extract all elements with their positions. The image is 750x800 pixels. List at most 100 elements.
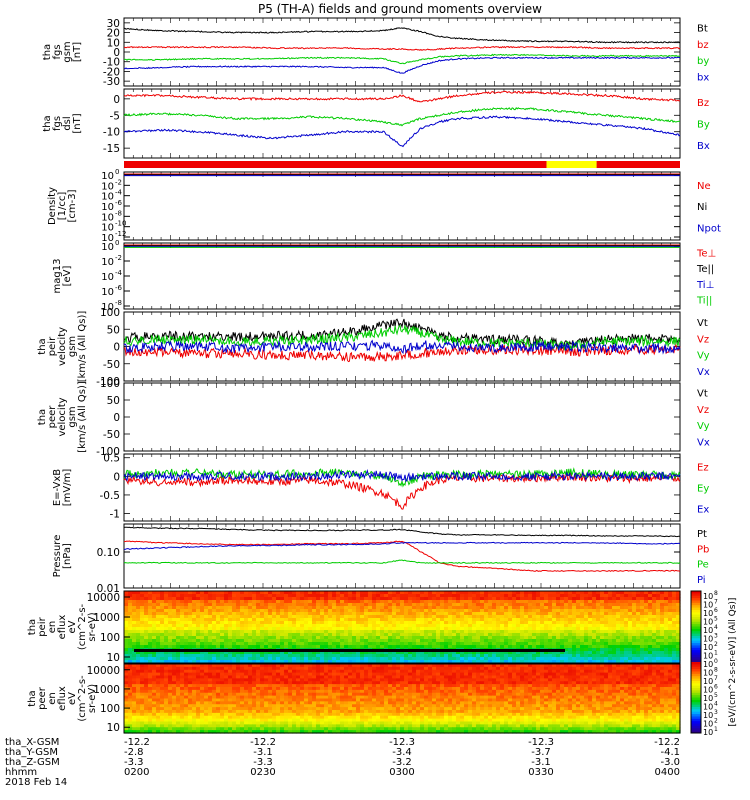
- heatmap-cell: [144, 609, 149, 613]
- heatmap-cell: [392, 609, 397, 613]
- heatmap-cell: [368, 657, 373, 661]
- heatmap-cell: [596, 621, 601, 625]
- heatmap-cell: [520, 621, 525, 625]
- heatmap-cell: [192, 633, 197, 637]
- heatmap-cell: [140, 654, 145, 658]
- heatmap-cell: [528, 630, 533, 634]
- heatmap-cell: [540, 594, 545, 598]
- heatmap-cell: [580, 657, 585, 661]
- heatmap-cell: [256, 654, 261, 658]
- heatmap-cell: [584, 612, 589, 616]
- heatmap-cell: [368, 609, 373, 613]
- heatmap-cell: [560, 624, 565, 628]
- heatmap-cell: [536, 627, 541, 631]
- heatmap-cell: [280, 591, 285, 595]
- heatmap-cell: [232, 645, 237, 649]
- heatmap-cell: [436, 594, 441, 598]
- heatmap-cell: [428, 615, 433, 619]
- heatmap-cell: [504, 636, 509, 640]
- heatmap-cell: [440, 618, 445, 622]
- heatmap-cell: [636, 603, 641, 607]
- heatmap-cell: [192, 615, 197, 619]
- heatmap-cell: [548, 633, 553, 637]
- heatmap-cell: [456, 633, 461, 637]
- heatmap-cell: [644, 660, 649, 664]
- heatmap-cell: [440, 609, 445, 613]
- heatmap-cell: [664, 624, 669, 628]
- heatmap-cell: [652, 642, 657, 646]
- y-tick-label-4: 50: [107, 324, 120, 336]
- heatmap-cell: [380, 615, 385, 619]
- heatmap-cell: [196, 600, 201, 604]
- heatmap-cell: [572, 660, 577, 664]
- heatmap-cell: [188, 633, 193, 637]
- heatmap-cell: [388, 657, 393, 661]
- heatmap-cell: [236, 633, 241, 637]
- heatmap-cell: [232, 636, 237, 640]
- heatmap-cell: [608, 624, 613, 628]
- heatmap-cell: [532, 633, 537, 637]
- heatmap-cell: [628, 648, 633, 652]
- heatmap-cell: [348, 603, 353, 607]
- heatmap-cell: [364, 621, 369, 625]
- y-tick-label-8: 10: [107, 652, 120, 664]
- heatmap-cell: [344, 621, 349, 625]
- heatmap-cell: [156, 612, 161, 616]
- heatmap-cell: [368, 618, 373, 622]
- heatmap-cell: [504, 654, 509, 658]
- heatmap-cell: [444, 606, 449, 610]
- heatmap-cell: [592, 618, 597, 622]
- heatmap-cell: [384, 603, 389, 607]
- heatmap-cell: [396, 645, 401, 649]
- heatmap-cell: [416, 636, 421, 640]
- heatmap-cell: [372, 621, 377, 625]
- heatmap-cell: [664, 636, 669, 640]
- heatmap-cell: [608, 633, 613, 637]
- heatmap-cell: [672, 591, 677, 595]
- heatmap-cell: [308, 636, 313, 640]
- heatmap-cell: [308, 657, 313, 661]
- heatmap-cell: [568, 609, 573, 613]
- heatmap-cell: [312, 654, 317, 658]
- heatmap-cell: [596, 648, 601, 652]
- heatmap-cell: [332, 654, 337, 658]
- heatmap-cell: [608, 591, 613, 595]
- heatmap-cell: [584, 630, 589, 634]
- heatmap-cell: [544, 633, 549, 637]
- heatmap-cell: [248, 627, 253, 631]
- heatmap-cell: [620, 594, 625, 598]
- heatmap-cell: [644, 664, 649, 668]
- heatmap-cell: [480, 654, 485, 658]
- heatmap-cell: [124, 606, 129, 610]
- heatmap-cell: [452, 636, 457, 640]
- heatmap-cell: [512, 630, 517, 634]
- heatmap-cell: [564, 594, 569, 598]
- heatmap-cell: [244, 597, 249, 601]
- heatmap-cell: [536, 642, 541, 646]
- heatmap-cell: [292, 621, 297, 625]
- heatmap-cell: [372, 660, 377, 664]
- heatmap-cell: [448, 627, 453, 631]
- heatmap-cell: [508, 645, 513, 649]
- heatmap-cell: [308, 624, 313, 628]
- heatmap-cell: [404, 624, 409, 628]
- heatmap-cell: [296, 606, 301, 610]
- heatmap-cell: [420, 624, 425, 628]
- heatmap-cell: [604, 636, 609, 640]
- heatmap-cell: [536, 594, 541, 598]
- heatmap-cell: [236, 624, 241, 628]
- heatmap-cell: [612, 633, 617, 637]
- heatmap-cell: [576, 597, 581, 601]
- heatmap-cell: [436, 664, 441, 668]
- heatmap-cell: [160, 609, 165, 613]
- heatmap-cell: [380, 612, 385, 616]
- heatmap-cell: [532, 621, 537, 625]
- heatmap-cell: [500, 600, 505, 604]
- heatmap-cell: [472, 642, 477, 646]
- heatmap-cell: [268, 600, 273, 604]
- heatmap-cell: [396, 651, 401, 655]
- heatmap-cell: [364, 651, 369, 655]
- heatmap-cell: [148, 591, 153, 595]
- heatmap-cell: [228, 624, 233, 628]
- heatmap-cell: [640, 636, 645, 640]
